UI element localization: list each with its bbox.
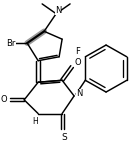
Text: F: F <box>75 47 80 56</box>
Text: N: N <box>76 88 82 98</box>
Text: O: O <box>75 58 81 67</box>
Text: H: H <box>32 117 38 126</box>
Text: O: O <box>1 95 7 104</box>
Text: S: S <box>61 133 67 142</box>
Text: Br: Br <box>6 39 16 48</box>
Text: N: N <box>55 6 61 15</box>
